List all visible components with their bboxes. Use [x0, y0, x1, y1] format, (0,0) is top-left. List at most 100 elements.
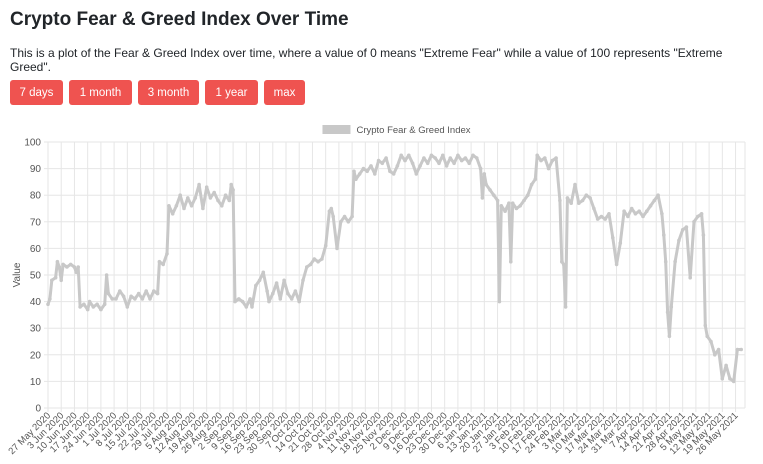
data-point[interactable]: [220, 204, 224, 208]
data-point[interactable]: [633, 212, 638, 216]
data-point[interactable]: [342, 214, 347, 219]
data-point[interactable]: [50, 278, 54, 283]
data-point[interactable]: [118, 289, 122, 293]
data-point[interactable]: [713, 353, 717, 357]
data-point[interactable]: [140, 297, 145, 301]
data-point[interactable]: [331, 214, 336, 219]
data-point[interactable]: [480, 196, 485, 200]
data-point[interactable]: [403, 158, 407, 163]
data-point[interactable]: [57, 265, 62, 269]
data-point[interactable]: [495, 198, 500, 203]
data-point[interactable]: [286, 291, 290, 296]
data-point[interactable]: [637, 209, 641, 213]
data-point[interactable]: [680, 228, 685, 232]
data-point[interactable]: [699, 212, 704, 216]
data-point[interactable]: [346, 220, 351, 224]
data-point[interactable]: [329, 206, 334, 211]
data-point[interactable]: [157, 259, 162, 264]
data-point[interactable]: [724, 363, 728, 368]
data-point[interactable]: [629, 206, 634, 211]
data-point[interactable]: [208, 196, 213, 200]
range-3-month-button[interactable]: 3 month: [138, 80, 199, 105]
range-7-days-button[interactable]: 7 days: [10, 80, 63, 105]
data-point[interactable]: [618, 241, 623, 245]
data-point[interactable]: [61, 262, 65, 267]
data-point[interactable]: [271, 291, 275, 296]
data-point[interactable]: [437, 161, 441, 166]
data-point[interactable]: [433, 156, 438, 160]
data-point[interactable]: [327, 209, 332, 213]
data-point[interactable]: [293, 289, 298, 293]
data-point[interactable]: [305, 265, 309, 269]
data-point[interactable]: [121, 294, 126, 299]
data-point[interactable]: [87, 299, 92, 304]
data-point[interactable]: [662, 233, 666, 237]
data-point[interactable]: [125, 305, 130, 309]
data-point[interactable]: [441, 153, 445, 158]
range-1-year-button[interactable]: 1 year: [205, 80, 258, 105]
data-point[interactable]: [482, 172, 487, 176]
data-point[interactable]: [240, 299, 245, 304]
data-point[interactable]: [588, 196, 592, 200]
data-point[interactable]: [78, 305, 82, 309]
data-point[interactable]: [563, 305, 568, 309]
data-point[interactable]: [414, 172, 419, 176]
data-point[interactable]: [684, 225, 689, 229]
data-point[interactable]: [471, 153, 475, 158]
data-point[interactable]: [395, 164, 400, 168]
data-point[interactable]: [645, 209, 649, 213]
data-point[interactable]: [373, 172, 377, 176]
data-point[interactable]: [182, 206, 186, 211]
data-point[interactable]: [267, 299, 271, 304]
data-point[interactable]: [507, 201, 511, 205]
data-point[interactable]: [573, 182, 577, 187]
data-point[interactable]: [152, 289, 156, 293]
data-point[interactable]: [611, 236, 615, 240]
data-point[interactable]: [701, 233, 706, 237]
data-point[interactable]: [212, 190, 216, 195]
data-point[interactable]: [254, 283, 258, 288]
data-point[interactable]: [274, 281, 279, 285]
data-point[interactable]: [193, 196, 198, 200]
data-point[interactable]: [68, 262, 73, 267]
data-point[interactable]: [282, 278, 286, 283]
data-point[interactable]: [444, 164, 449, 168]
data-point[interactable]: [641, 214, 645, 219]
data-point[interactable]: [696, 214, 700, 219]
data-point[interactable]: [227, 198, 232, 203]
data-point[interactable]: [533, 177, 538, 181]
data-point[interactable]: [626, 214, 630, 219]
data-point[interactable]: [74, 270, 79, 275]
data-point[interactable]: [244, 305, 249, 309]
data-point[interactable]: [352, 169, 356, 174]
data-point[interactable]: [692, 220, 696, 224]
data-point[interactable]: [365, 169, 370, 174]
data-point[interactable]: [599, 214, 604, 219]
data-point[interactable]: [301, 278, 305, 283]
data-point[interactable]: [497, 299, 502, 304]
data-point[interactable]: [312, 257, 317, 261]
data-point[interactable]: [136, 291, 141, 296]
data-point[interactable]: [308, 262, 313, 267]
data-point[interactable]: [522, 198, 526, 203]
data-point[interactable]: [106, 291, 111, 296]
data-point[interactable]: [550, 158, 555, 163]
data-point[interactable]: [558, 198, 562, 203]
data-point[interactable]: [459, 158, 464, 163]
data-point[interactable]: [216, 198, 220, 203]
data-point[interactable]: [425, 161, 430, 166]
data-point[interactable]: [518, 204, 522, 208]
data-point[interactable]: [603, 217, 607, 221]
data-point[interactable]: [561, 262, 566, 267]
data-point[interactable]: [72, 265, 77, 269]
data-point[interactable]: [584, 193, 589, 197]
data-point[interactable]: [475, 156, 479, 160]
data-point[interactable]: [569, 201, 573, 205]
data-point[interactable]: [731, 379, 736, 384]
data-point[interactable]: [148, 297, 152, 301]
data-point[interactable]: [357, 172, 362, 176]
data-point[interactable]: [250, 305, 254, 309]
data-point[interactable]: [102, 302, 107, 307]
data-point[interactable]: [554, 156, 558, 160]
data-point[interactable]: [339, 220, 343, 224]
